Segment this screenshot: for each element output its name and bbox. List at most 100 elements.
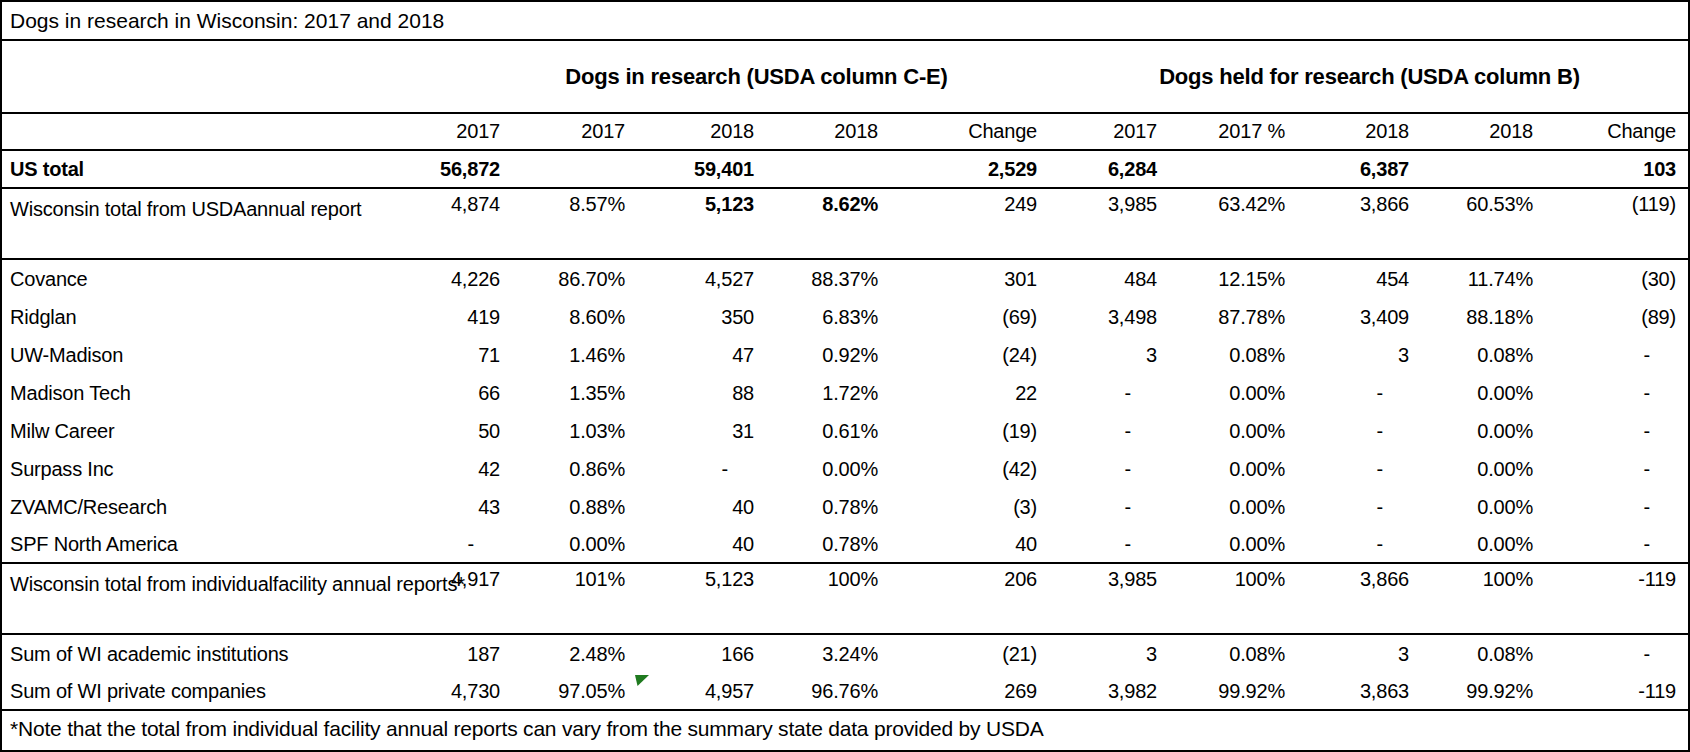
table-cell: 3.24% (762, 635, 886, 673)
table-cell: 419 (388, 298, 508, 336)
table-cell: 3,866 (1293, 564, 1417, 633)
table-cell: - (1293, 450, 1417, 488)
table-cell: 56,872 (388, 151, 508, 187)
table-cell: - (388, 526, 508, 562)
table-cell: - (1045, 450, 1165, 488)
table-cell: 43 (388, 488, 508, 526)
table-cell: 87.78% (1165, 298, 1293, 336)
table-cell: - (1541, 450, 1684, 488)
table-cell: 96.76% (762, 673, 886, 709)
table-cell: 3 (1045, 336, 1165, 374)
table-cell: 86.70% (508, 260, 633, 298)
table-cell: 0.00% (1417, 412, 1541, 450)
column-header: 2018 (1417, 114, 1541, 149)
table-cell: 0.00% (1165, 374, 1293, 412)
table-title: Dogs in research in Wisconsin: 2017 and … (2, 2, 1688, 41)
table-row-sum-wi-academic: Sum of WI academic institutions1872.48%1… (2, 635, 1688, 673)
table-row-zvamc-research: ZVAMC/Research430.88%400.78%(3)-0.00%-0.… (2, 488, 1688, 526)
table-cell: 4,226 (388, 260, 508, 298)
table-cell: - (1541, 488, 1684, 526)
table-cell: 1.72% (762, 374, 886, 412)
table-cell: 2,529 (886, 151, 1045, 187)
table-cell: 6,284 (1045, 151, 1165, 187)
table-row-spf-north-america: SPF North America-0.00%400.78%40-0.00%-0… (2, 526, 1688, 564)
row-label: Madison Tech (2, 374, 388, 412)
table-cell: 0.00% (1165, 488, 1293, 526)
table-cell: 0.00% (1165, 450, 1293, 488)
group-header-dogs-in-research: Dogs in research (USDA column C-E) (388, 41, 1045, 112)
table-cell: 97.05% (508, 673, 633, 709)
table-cell: (30) (1541, 260, 1684, 298)
table-cell: 166 (633, 635, 762, 673)
table-cell (1417, 151, 1541, 187)
table-cell: 269 (886, 673, 1045, 709)
row-label: Covance (2, 260, 388, 298)
table-cell: (3) (886, 488, 1045, 526)
table-cell: 99.92% (1165, 673, 1293, 709)
table-cell: 71 (388, 336, 508, 374)
table-row-us-total: US total56,87259,4012,5296,2846,387103 (2, 151, 1688, 189)
table-cell: 0.08% (1165, 336, 1293, 374)
table-cell: 249 (886, 189, 1045, 258)
table-cell: 0.08% (1165, 635, 1293, 673)
table-cell: 100% (1417, 564, 1541, 633)
table-cell: (19) (886, 412, 1045, 450)
table-cell: 0.00% (1417, 374, 1541, 412)
table-cell: 4,957 (633, 673, 762, 709)
table-cell: - (633, 450, 762, 488)
table-cell: -119 (1541, 673, 1684, 709)
table-cell (508, 151, 633, 187)
table-cell: 0.00% (1165, 412, 1293, 450)
table-row-wi-total-usda: Wisconsin total from USDAannual report4,… (2, 189, 1688, 260)
table-cell: 8.62% (762, 189, 886, 258)
table-cell: 3,863 (1293, 673, 1417, 709)
empty-header-cell (2, 114, 388, 149)
column-header: 2017 (388, 114, 508, 149)
table-cell: - (1541, 336, 1684, 374)
table-cell: - (1045, 412, 1165, 450)
table-cell: 40 (633, 488, 762, 526)
row-label: SPF North America (2, 526, 388, 562)
table-cell: 4,917 (388, 564, 508, 633)
row-label: UW-Madison (2, 336, 388, 374)
table-cell: 0.78% (762, 488, 886, 526)
table-cell: 1.46% (508, 336, 633, 374)
empty-corner-cell (2, 41, 388, 112)
table-cell: 0.00% (508, 526, 633, 562)
table-cell: 59,401 (633, 151, 762, 187)
table-body: US total56,87259,4012,5296,2846,387103Wi… (2, 151, 1688, 711)
table-cell: (21) (886, 635, 1045, 673)
table-cell: (89) (1541, 298, 1684, 336)
column-header: 2018 (633, 114, 762, 149)
table-cell: -119 (1541, 564, 1684, 633)
table-cell: - (1293, 526, 1417, 562)
table-cell: 88.18% (1417, 298, 1541, 336)
table-cell: 484 (1045, 260, 1165, 298)
table-cell: - (1541, 526, 1684, 562)
table-cell (762, 151, 886, 187)
table-cell: 0.78% (762, 526, 886, 562)
table-cell: 50 (388, 412, 508, 450)
column-header: Change (1541, 114, 1684, 149)
table-cell: 3 (1045, 635, 1165, 673)
row-label: Wisconsin total from individualfacility … (2, 564, 388, 633)
table-cell: 0.00% (1165, 526, 1293, 562)
row-label: Sum of WI private companies (2, 673, 388, 709)
row-label: Sum of WI academic institutions (2, 635, 388, 673)
table-cell: 350 (633, 298, 762, 336)
column-header: 2017 (1045, 114, 1165, 149)
column-header: 2017 % (1165, 114, 1293, 149)
table-cell: 100% (762, 564, 886, 633)
table-row-surpass-inc: Surpass Inc420.86%-0.00%(42)-0.00%-0.00%… (2, 450, 1688, 488)
row-label: Surpass Inc (2, 450, 388, 488)
table-cell: (42) (886, 450, 1045, 488)
table-cell: 187 (388, 635, 508, 673)
table-cell: 0.00% (1417, 526, 1541, 562)
table-cell: 4,730 (388, 673, 508, 709)
table-cell: 42 (388, 450, 508, 488)
table-cell: 100% (1165, 564, 1293, 633)
table-cell: 1.35% (508, 374, 633, 412)
table-cell: - (1293, 488, 1417, 526)
table-cell: 3 (1293, 635, 1417, 673)
table-cell: 5,123 (633, 189, 762, 258)
